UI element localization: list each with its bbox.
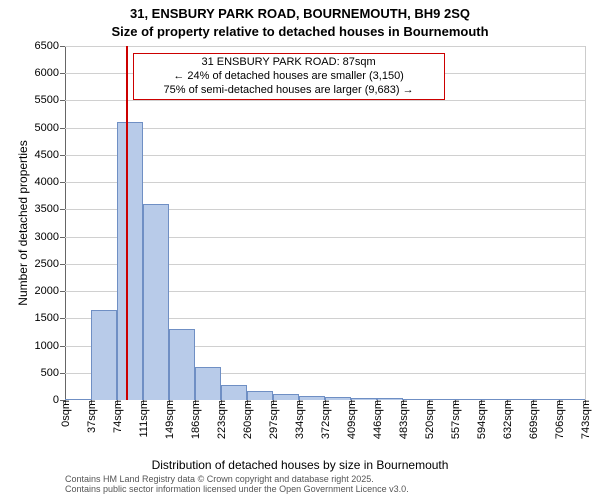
x-tick-label: 520sqm xyxy=(422,400,436,439)
histogram-bar xyxy=(247,391,273,400)
y-tick-label: 6000 xyxy=(35,67,65,79)
histogram-bar xyxy=(195,367,221,400)
x-tick-label: 74sqm xyxy=(110,400,124,433)
y-tick-label: 5000 xyxy=(35,122,65,134)
x-tick-label: 223sqm xyxy=(214,400,228,439)
x-tick-label: 706sqm xyxy=(552,400,566,439)
footer-attribution: Contains HM Land Registry data © Crown c… xyxy=(65,474,409,494)
x-tick-label: 297sqm xyxy=(266,400,280,439)
x-tick-label: 483sqm xyxy=(396,400,410,439)
y-tick-label: 6500 xyxy=(35,40,65,52)
annotation-line: 31 ENSBURY PARK ROAD: 87sqm xyxy=(138,56,440,70)
x-tick-label: 594sqm xyxy=(474,400,488,439)
y-tick-label: 3500 xyxy=(35,203,65,215)
y-tick-label: 4500 xyxy=(35,149,65,161)
y-tick-label: 1500 xyxy=(35,312,65,324)
y-tick-label: 5500 xyxy=(35,94,65,106)
x-tick-label: 111sqm xyxy=(136,400,150,438)
histogram-bar xyxy=(117,122,143,400)
y-tick-label: 2000 xyxy=(35,285,65,297)
x-tick-label: 409sqm xyxy=(344,400,358,439)
x-tick-label: 186sqm xyxy=(188,400,202,439)
x-tick-label: 149sqm xyxy=(162,400,176,439)
x-tick-label: 372sqm xyxy=(318,400,332,439)
x-tick-label: 334sqm xyxy=(292,400,306,439)
x-tick-label: 446sqm xyxy=(370,400,384,439)
x-tick-label: 743sqm xyxy=(578,400,592,439)
histogram-bar xyxy=(169,329,195,400)
y-tick-label: 1000 xyxy=(35,340,65,352)
histogram-bar xyxy=(221,385,247,400)
gridline-h xyxy=(65,155,585,156)
x-tick-label: 260sqm xyxy=(240,400,254,439)
histogram-bar xyxy=(143,204,169,400)
annotation-line: ← 24% of detached houses are smaller (3,… xyxy=(138,70,440,84)
gridline-h xyxy=(65,128,585,129)
footer-line: Contains public sector information licen… xyxy=(65,484,409,494)
y-axis-line xyxy=(65,46,66,400)
footer-line: Contains HM Land Registry data © Crown c… xyxy=(65,474,409,484)
x-tick-label: 0sqm xyxy=(58,400,72,427)
gridline-h xyxy=(65,100,585,101)
x-tick-label: 632sqm xyxy=(500,400,514,439)
x-axis-title: Distribution of detached houses by size … xyxy=(0,458,600,472)
x-tick-label: 669sqm xyxy=(526,400,540,439)
annotation-line: 75% of semi-detached houses are larger (… xyxy=(138,84,440,98)
gridline-h xyxy=(65,182,585,183)
x-tick-label: 37sqm xyxy=(84,400,98,433)
y-axis-title: Number of detached properties xyxy=(16,140,30,305)
y-tick-label: 4000 xyxy=(35,176,65,188)
gridline-h xyxy=(65,46,585,47)
y-tick-label: 2500 xyxy=(35,258,65,270)
chart-title-line2: Size of property relative to detached ho… xyxy=(0,24,600,39)
annotation-box: 31 ENSBURY PARK ROAD: 87sqm← 24% of deta… xyxy=(133,53,445,100)
histogram-plot-area: 0500100015002000250030003500400045005000… xyxy=(65,46,586,400)
chart-title-line1: 31, ENSBURY PARK ROAD, BOURNEMOUTH, BH9 … xyxy=(0,6,600,21)
y-tick-label: 3000 xyxy=(35,231,65,243)
histogram-bar xyxy=(91,310,117,400)
property-marker-line xyxy=(126,46,128,400)
x-tick-label: 557sqm xyxy=(448,400,462,439)
y-tick-label: 500 xyxy=(41,367,65,379)
